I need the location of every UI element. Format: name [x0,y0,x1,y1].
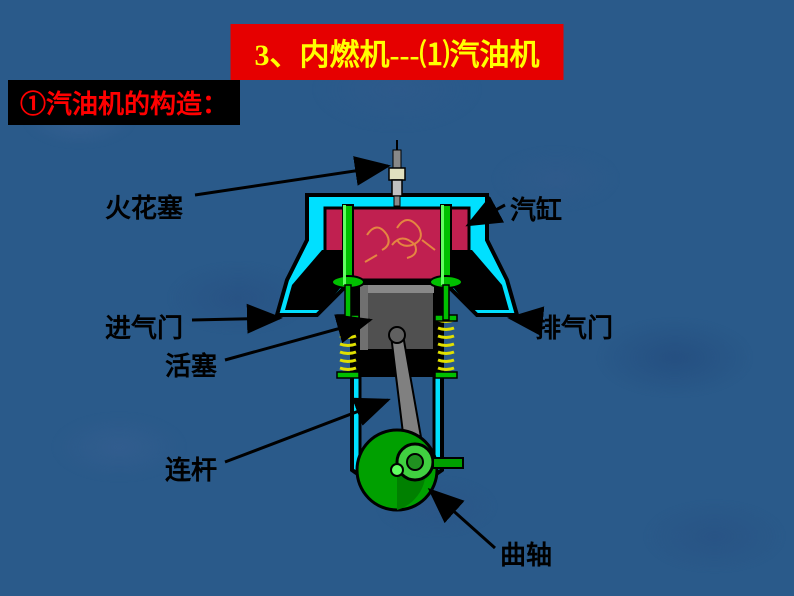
title-prefix: 3、 [255,39,300,72]
title-bar: 3、内燃机---⑴汽油机 [231,24,564,80]
engine-diagram [247,140,547,580]
title-main: 内燃机---⑴汽油机 [300,39,540,72]
label-intake-valve: 进气门 [105,308,183,345]
label-connecting-rod: 连杆 [165,450,217,487]
label-piston: 活塞 [165,346,217,383]
label-spark-plug: 火花塞 [105,188,183,225]
crankshaft [357,430,463,510]
subtitle-text: ①汽油机的构造： [20,90,228,119]
spark-plug [389,140,405,206]
subtitle-bar: ①汽油机的构造： [8,80,240,125]
